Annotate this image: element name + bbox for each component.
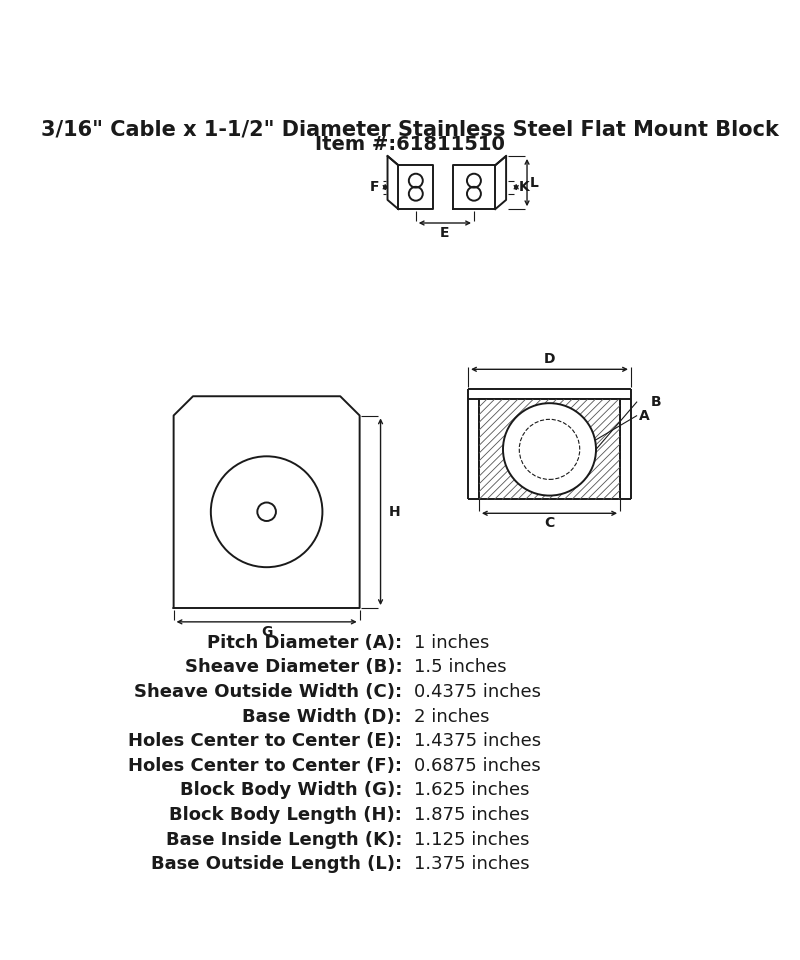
- Text: Base Inside Length (K):: Base Inside Length (K):: [166, 830, 402, 849]
- Text: D: D: [544, 352, 555, 367]
- Text: 1 inches: 1 inches: [414, 634, 490, 652]
- Bar: [479, 399, 620, 499]
- Text: H: H: [388, 505, 400, 518]
- Text: Sheave Diameter (B):: Sheave Diameter (B):: [185, 659, 402, 676]
- Text: Item #:61811510: Item #:61811510: [315, 135, 505, 154]
- Text: Sheave Outside Width (C):: Sheave Outside Width (C):: [134, 683, 402, 701]
- Text: Holes Center to Center (E):: Holes Center to Center (E):: [128, 732, 402, 750]
- Text: Block Body Length (H):: Block Body Length (H):: [170, 806, 402, 824]
- Text: G: G: [261, 625, 272, 638]
- Text: 2 inches: 2 inches: [414, 708, 490, 726]
- Text: C: C: [544, 516, 554, 530]
- Text: L: L: [530, 176, 538, 189]
- Text: 3/16" Cable x 1-1/2" Diameter Stainless Steel Flat Mount Block: 3/16" Cable x 1-1/2" Diameter Stainless …: [41, 119, 779, 139]
- Text: 1.875 inches: 1.875 inches: [414, 806, 530, 824]
- Text: Holes Center to Center (F):: Holes Center to Center (F):: [128, 756, 402, 775]
- Text: Base Width (D):: Base Width (D):: [242, 708, 402, 726]
- Circle shape: [503, 403, 596, 495]
- Text: Pitch Diameter (A):: Pitch Diameter (A):: [207, 634, 402, 652]
- Text: B: B: [650, 395, 661, 409]
- Text: 0.4375 inches: 0.4375 inches: [414, 683, 541, 701]
- Text: A: A: [638, 409, 650, 422]
- Text: 1.125 inches: 1.125 inches: [414, 830, 530, 849]
- Text: 1.5 inches: 1.5 inches: [414, 659, 506, 676]
- Text: E: E: [440, 226, 450, 240]
- Text: 1.4375 inches: 1.4375 inches: [414, 732, 541, 750]
- Text: 0.6875 inches: 0.6875 inches: [414, 756, 541, 775]
- Text: 1.375 inches: 1.375 inches: [414, 855, 530, 874]
- Text: Block Body Width (G):: Block Body Width (G):: [180, 781, 402, 800]
- Text: Base Outside Length (L):: Base Outside Length (L):: [151, 855, 402, 874]
- Text: F: F: [370, 180, 379, 194]
- Text: 1.625 inches: 1.625 inches: [414, 781, 530, 800]
- Text: K: K: [518, 180, 530, 194]
